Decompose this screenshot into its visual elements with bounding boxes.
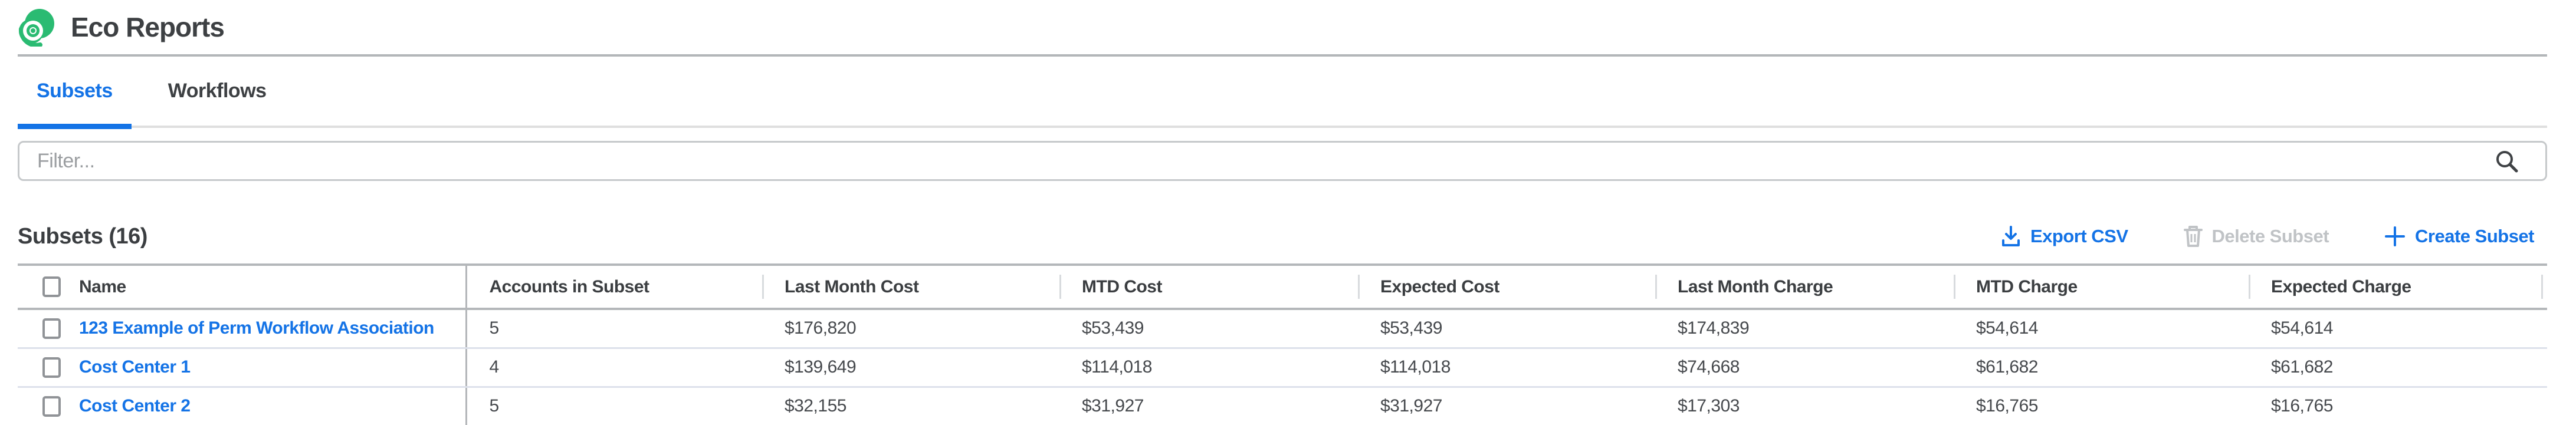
cell-mtd-charge: $54,614 bbox=[1954, 309, 2249, 349]
column-header-last-month-charge: Last Month Charge bbox=[1655, 263, 1954, 310]
trash-icon bbox=[2183, 226, 2203, 247]
delete-subset-label: Delete Subset bbox=[2211, 226, 2329, 246]
row-checkbox[interactable] bbox=[42, 396, 61, 417]
delete-subset-button[interactable]: Delete Subset bbox=[2183, 225, 2329, 248]
search-icon bbox=[2496, 151, 2518, 173]
subset-name-link[interactable]: 123 Example of Perm Workflow Association bbox=[79, 318, 434, 338]
row-checkbox[interactable] bbox=[42, 357, 61, 378]
column-header-last-month-cost: Last Month Cost bbox=[762, 263, 1059, 310]
cell-last-month-charge: $174,839 bbox=[1655, 309, 1954, 349]
table-row: Cost Center 2 5 $32,155 $31,927 $31,927 … bbox=[18, 387, 2547, 425]
eco-reports-logo-icon bbox=[18, 9, 54, 47]
cell-expected-cost: $31,927 bbox=[1358, 387, 1655, 425]
filter-input[interactable] bbox=[18, 141, 2547, 181]
page-title: Eco Reports bbox=[71, 12, 225, 42]
filter-container bbox=[18, 141, 2547, 181]
cell-expected-charge: $16,765 bbox=[2249, 387, 2547, 425]
cell-last-month-cost: $32,155 bbox=[762, 387, 1059, 425]
cell-mtd-charge: $16,765 bbox=[1954, 387, 2249, 425]
cell-last-month-charge: $74,668 bbox=[1655, 348, 1954, 388]
plus-icon bbox=[2385, 226, 2406, 246]
cell-expected-cost: $53,439 bbox=[1358, 309, 1655, 349]
column-header-mtd-charge: MTD Charge bbox=[1954, 263, 2249, 310]
export-csv-button[interactable]: Export CSV bbox=[2001, 225, 2128, 248]
cell-mtd-charge: $61,682 bbox=[1954, 348, 2249, 388]
cell-expected-cost: $114,018 bbox=[1358, 348, 1655, 388]
subset-name-link[interactable]: Cost Center 1 bbox=[79, 357, 191, 377]
tab-workflows-label: Workflows bbox=[168, 80, 267, 102]
cell-mtd-cost: $114,018 bbox=[1059, 348, 1358, 388]
cell-last-month-cost: $176,820 bbox=[762, 309, 1059, 349]
column-header-expected-charge: Expected Charge bbox=[2249, 263, 2547, 310]
export-csv-label: Export CSV bbox=[2030, 226, 2128, 246]
action-buttons: Export CSV Delete Subset Create Subset bbox=[2001, 225, 2547, 248]
column-header-accounts-in-subset: Accounts in Subset bbox=[465, 263, 762, 310]
cell-accounts-in-subset: 5 bbox=[465, 387, 762, 425]
table-header-row: Name Accounts in Subset Last Month Cost … bbox=[18, 263, 2547, 310]
cell-last-month-cost: $139,649 bbox=[762, 348, 1059, 388]
download-icon bbox=[2001, 226, 2020, 246]
cell-last-month-charge: $17,303 bbox=[1655, 387, 1954, 425]
create-subset-button[interactable]: Create Subset bbox=[2384, 226, 2534, 247]
cell-accounts-in-subset: 5 bbox=[465, 309, 762, 349]
row-checkbox[interactable] bbox=[42, 318, 61, 339]
create-subset-label: Create Subset bbox=[2415, 226, 2534, 246]
cell-mtd-cost: $53,439 bbox=[1059, 309, 1358, 349]
tab-subsets-label: Subsets bbox=[37, 80, 113, 102]
column-header-name: Name bbox=[79, 276, 126, 296]
cell-accounts-in-subset: 4 bbox=[465, 348, 762, 388]
column-header-mtd-cost: MTD Cost bbox=[1059, 263, 1358, 310]
subsets-table: Name Accounts in Subset Last Month Cost … bbox=[18, 263, 2547, 425]
table-row: Cost Center 1 4 $139,649 $114,018 $114,0… bbox=[18, 348, 2547, 388]
table-row: 123 Example of Perm Workflow Association… bbox=[18, 309, 2547, 349]
subset-name-link[interactable]: Cost Center 2 bbox=[79, 396, 191, 416]
subsets-count-title: Subsets (16) bbox=[18, 223, 147, 249]
cell-expected-charge: $61,682 bbox=[2249, 348, 2547, 388]
column-header-expected-cost: Expected Cost bbox=[1358, 263, 1655, 310]
subsets-table-body: 123 Example of Perm Workflow Association… bbox=[18, 309, 2547, 425]
subsets-section-header: Subsets (16) Export CSV Delete Subset bbox=[18, 215, 2547, 258]
cell-mtd-cost: $31,927 bbox=[1059, 387, 1358, 425]
app-header: Eco Reports bbox=[18, 0, 2547, 57]
select-all-checkbox[interactable] bbox=[42, 276, 61, 297]
cell-expected-charge: $54,614 bbox=[2249, 309, 2547, 349]
tab-workflows[interactable]: Workflows bbox=[149, 57, 286, 126]
tab-bar: Subsets Workflows bbox=[18, 57, 2547, 129]
tab-subsets[interactable]: Subsets bbox=[18, 57, 132, 129]
